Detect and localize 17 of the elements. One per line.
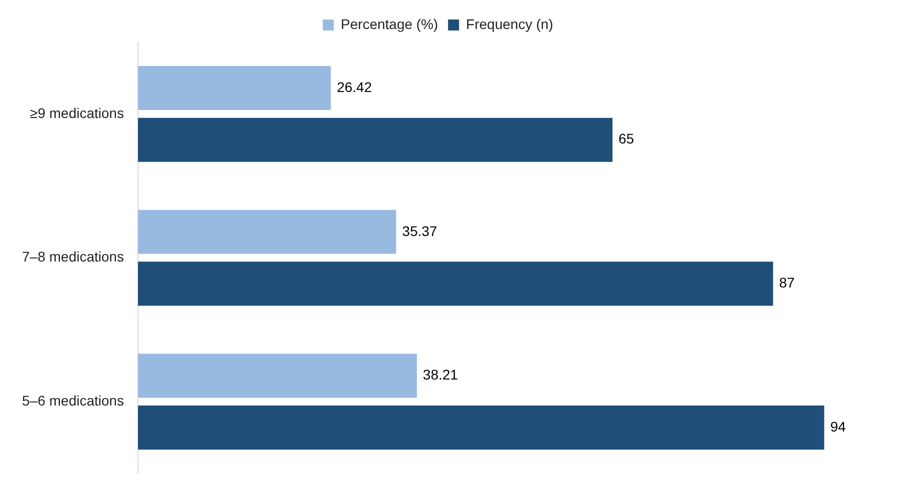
- y-tick-label: 5–6 medications: [22, 392, 124, 409]
- legend-label: Percentage (%): [340, 16, 438, 32]
- bar: [138, 354, 417, 398]
- bar: [138, 406, 824, 450]
- data-label: 38.21: [422, 366, 458, 383]
- bar: [138, 210, 396, 254]
- data-label: 94: [830, 418, 846, 434]
- data-label: 87: [779, 274, 795, 291]
- y-tick-label: 7–8 medications: [22, 248, 124, 265]
- bar: [138, 262, 774, 306]
- data-label: 65: [618, 130, 634, 147]
- legend-label: Frequency (n): [466, 16, 554, 32]
- y-tick-label: ≥9 medications: [30, 104, 124, 121]
- bar: [138, 66, 331, 110]
- data-label: 26.42: [336, 78, 372, 95]
- bar: [138, 118, 612, 162]
- data-label: 35.37: [402, 222, 438, 239]
